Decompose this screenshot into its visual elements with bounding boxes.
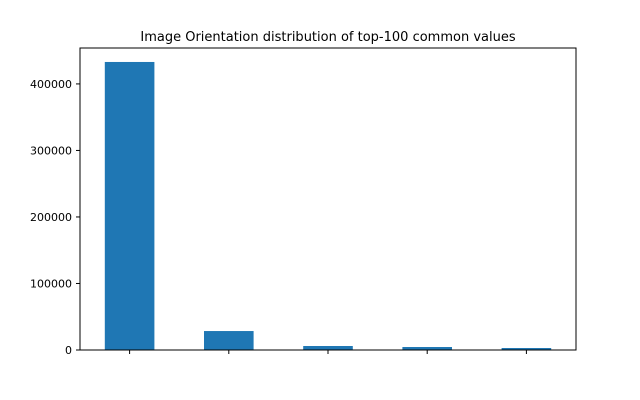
bar-3 — [402, 347, 452, 350]
y-tick-label-4: 400000 — [30, 78, 72, 91]
y-tick-label-3: 300000 — [30, 144, 72, 157]
bar-2 — [303, 346, 353, 350]
y-tick-label-0: 0 — [65, 344, 72, 357]
bar-4 — [501, 348, 552, 350]
y-tick-label-1: 100000 — [30, 277, 72, 290]
bar-1 — [204, 331, 254, 350]
bar-0 — [104, 61, 155, 350]
bars-group — [104, 61, 552, 350]
y-tick-label-2: 200000 — [30, 211, 72, 224]
plot-frame — [79, 47, 577, 351]
x-axis — [129, 350, 527, 354]
y-axis: 0 100000 200000 300000 400000 — [30, 78, 80, 357]
chart-title: Image Orientation distribution of top-10… — [140, 30, 515, 45]
